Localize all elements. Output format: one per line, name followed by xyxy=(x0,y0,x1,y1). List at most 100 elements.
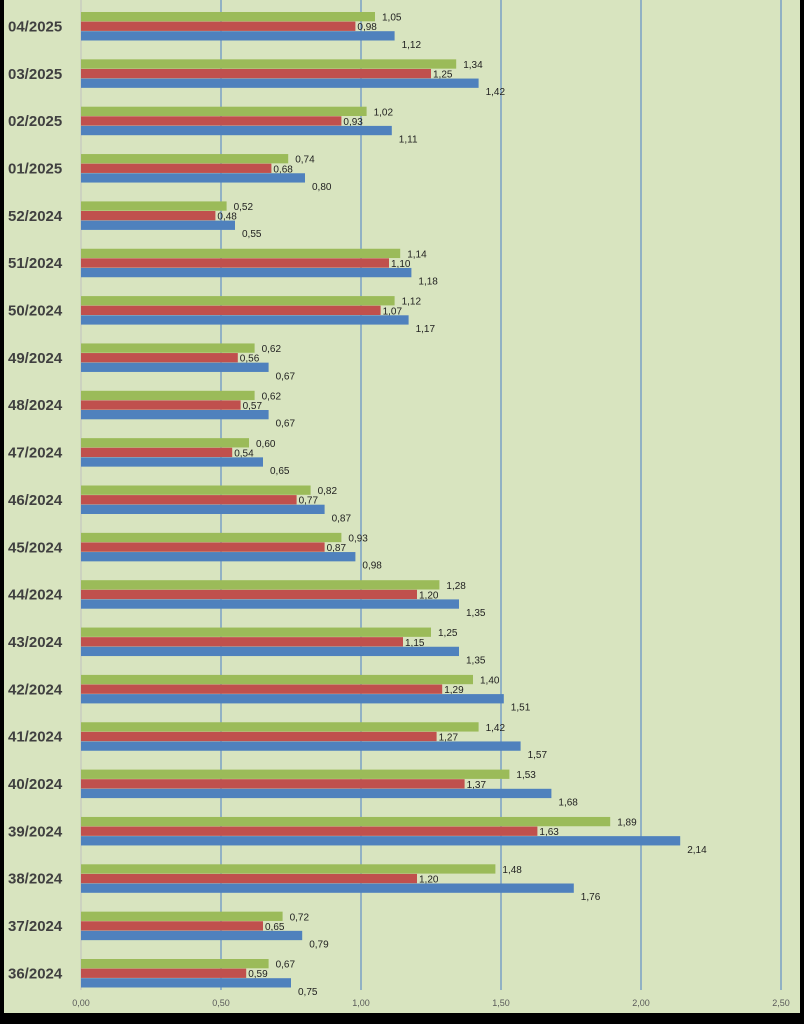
data-label-blue: 0,98 xyxy=(362,561,382,572)
bar-green xyxy=(81,201,227,211)
category-label: 48/2024 xyxy=(8,397,63,414)
bar-green xyxy=(81,343,255,353)
data-label-green: 0,67 xyxy=(276,960,296,971)
bar-red xyxy=(81,637,403,647)
bar-red xyxy=(81,731,437,742)
category-label: 39/2024 xyxy=(8,823,63,840)
x-tick-label: 0,50 xyxy=(212,998,230,1008)
bar-blue xyxy=(81,125,392,136)
bar-red xyxy=(81,495,297,505)
category-label: 43/2024 xyxy=(8,634,63,651)
bar-blue xyxy=(81,694,504,704)
data-label-green: 0,74 xyxy=(295,155,315,166)
data-label-red: 0,59 xyxy=(248,969,268,980)
category-label: 49/2024 xyxy=(8,350,63,367)
data-label-green: 0,52 xyxy=(234,202,254,213)
bar-red xyxy=(81,305,381,315)
data-label-green: 0,93 xyxy=(348,533,368,544)
category-label: 45/2024 xyxy=(8,539,63,556)
bar-red xyxy=(81,353,238,363)
bar-green xyxy=(81,154,289,164)
data-label-blue: 0,87 xyxy=(332,513,352,524)
bar-green xyxy=(81,248,401,259)
data-label-red: 1,20 xyxy=(419,875,439,886)
bar-red xyxy=(81,68,431,79)
data-label-blue: 0,67 xyxy=(276,419,296,430)
data-label-red: 0,93 xyxy=(343,117,363,128)
bar-blue xyxy=(81,362,269,372)
bar-red xyxy=(81,447,233,458)
data-label-green: 1,34 xyxy=(463,60,483,71)
data-label-red: 0,54 xyxy=(234,448,254,459)
data-label-red: 0,68 xyxy=(273,164,293,175)
category-label: 47/2024 xyxy=(8,445,63,462)
data-label-red: 0,56 xyxy=(240,354,260,365)
data-label-red: 0,77 xyxy=(299,496,319,507)
category-label: 02/2025 xyxy=(8,113,62,130)
data-label-blue: 0,79 xyxy=(309,939,329,950)
bar-chart: 0,00 0,50 1,00 1,50 2,00 2,50 04/2025 1,05 0,98 1… xyxy=(4,0,800,1013)
data-label-red: 1,25 xyxy=(433,70,453,81)
data-label-blue: 1,68 xyxy=(558,797,578,808)
data-label-green: 1,14 xyxy=(407,249,427,260)
x-tick-label: 0,00 xyxy=(72,998,90,1008)
x-tick-label: 1,50 xyxy=(492,998,510,1008)
bar-green xyxy=(81,296,395,306)
bar-red xyxy=(81,21,356,31)
data-label-green: 0,62 xyxy=(262,391,282,402)
data-label-green: 0,82 xyxy=(318,486,338,497)
bar-red xyxy=(81,116,342,126)
bar-blue xyxy=(81,457,263,467)
category-label: 36/2024 xyxy=(8,965,63,982)
data-label-red: 0,98 xyxy=(357,22,377,33)
bar-red xyxy=(81,968,247,978)
data-label-red: 1,37 xyxy=(467,780,487,791)
bar-blue xyxy=(81,552,356,562)
data-label-green: 1,53 xyxy=(516,770,536,781)
bar-red xyxy=(81,873,417,884)
x-tick-label: 1,00 xyxy=(352,998,370,1008)
chart-svg: 0,00 0,50 1,00 1,50 2,00 2,50 04/2025 1,05 0,98 1… xyxy=(8,0,790,1008)
data-label-blue: 0,80 xyxy=(312,182,332,193)
category-label: 42/2024 xyxy=(8,681,63,698)
bar-green xyxy=(81,911,283,921)
data-label-blue: 1,17 xyxy=(416,324,436,335)
data-label-green: 1,48 xyxy=(502,865,522,876)
data-label-blue: 1,57 xyxy=(528,750,548,761)
bar-red xyxy=(81,684,443,694)
data-label-green: 1,02 xyxy=(374,107,394,118)
bar-blue xyxy=(81,646,459,657)
data-label-blue: 1,42 xyxy=(486,87,506,98)
data-label-green: 0,62 xyxy=(262,344,282,355)
data-label-red: 1,15 xyxy=(405,638,425,649)
bar-blue xyxy=(81,978,291,988)
bar-green xyxy=(81,769,510,779)
bar-blue xyxy=(81,788,552,799)
bar-green xyxy=(81,674,473,685)
bar-green xyxy=(81,722,479,732)
data-label-blue: 1,51 xyxy=(511,703,531,714)
category-label: 37/2024 xyxy=(8,918,63,935)
data-label-blue: 0,75 xyxy=(298,987,318,998)
data-label-red: 1,20 xyxy=(419,590,439,601)
bar-blue xyxy=(81,836,681,846)
data-label-red: 1,27 xyxy=(439,732,459,743)
bar-blue xyxy=(81,267,412,278)
data-label-blue: 1,11 xyxy=(399,135,418,146)
bar-blue xyxy=(81,883,574,893)
data-label-green: 1,42 xyxy=(486,723,506,734)
category-label: 41/2024 xyxy=(8,729,63,746)
data-label-green: 0,60 xyxy=(256,439,276,450)
bar-blue xyxy=(81,504,325,514)
data-label-blue: 1,76 xyxy=(581,892,601,903)
category-label: 52/2024 xyxy=(8,208,63,225)
data-label-red: 1,63 xyxy=(539,827,559,838)
bar-green xyxy=(81,627,431,637)
x-tick-label: 2,50 xyxy=(772,998,790,1008)
data-label-green: 1,25 xyxy=(438,628,458,639)
bar-blue xyxy=(81,220,235,230)
data-label-red: 0,87 xyxy=(327,543,347,554)
bar-red xyxy=(81,779,465,789)
data-label-red: 1,07 xyxy=(383,306,403,317)
category-label: 50/2024 xyxy=(8,303,63,320)
